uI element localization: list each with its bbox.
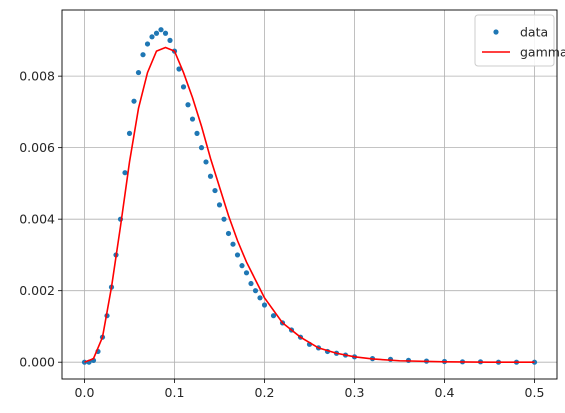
y-tick-label: 0.008: [19, 69, 55, 84]
plot-area: [81, 27, 538, 365]
data-point: [198, 145, 205, 151]
y-tick-label: 0.002: [19, 283, 55, 298]
data-point: [230, 241, 236, 247]
x-axis-ticks: 0.0 0.1 0.2 0.3 0.4 0.5: [75, 379, 545, 400]
data-point: [185, 102, 191, 108]
data-point: [149, 34, 155, 40]
data-point: [189, 116, 196, 122]
data-point: [126, 130, 133, 136]
legend-data-marker: [493, 29, 499, 35]
data-series-points: [81, 27, 538, 365]
data-point: [212, 187, 218, 194]
data-point: [216, 202, 223, 208]
x-tick-label: 0.3: [345, 385, 365, 400]
data-point: [176, 66, 182, 72]
y-tick-label: 0.006: [19, 140, 55, 155]
data-point: [194, 130, 200, 136]
data-point: [180, 84, 187, 90]
y-axis-ticks: 0.000 0.002 0.004 0.006 0.008: [19, 69, 62, 370]
gamma-fit-line: [84, 46, 535, 363]
data-point: [203, 159, 209, 165]
data-point: [144, 41, 151, 47]
legend: data gamma: [474, 14, 565, 67]
legend-data-label: data: [520, 25, 548, 40]
y-tick-label: 0.000: [19, 355, 55, 370]
data-point: [221, 216, 227, 222]
data-point: [239, 263, 245, 269]
data-point: [248, 280, 254, 287]
data-point: [140, 52, 146, 58]
x-tick-label: 0.0: [75, 385, 95, 400]
legend-gamma-label: gamma: [520, 45, 565, 60]
grid-lines: [62, 10, 557, 379]
data-point: [270, 313, 277, 319]
data-point: [261, 302, 268, 308]
data-point: [122, 170, 128, 176]
legend-box: [474, 14, 555, 67]
x-tick-label: 0.2: [255, 385, 275, 400]
axes-frame: [61, 9, 558, 380]
data-point: [158, 27, 164, 33]
data-point: [153, 30, 160, 36]
data-point: [234, 252, 241, 258]
data-point: [225, 230, 232, 237]
y-tick-label: 0.004: [19, 212, 55, 227]
data-point: [257, 295, 263, 301]
data-point: [167, 37, 173, 43]
data-point: [162, 30, 169, 36]
data-point: [135, 69, 142, 76]
data-point: [131, 98, 137, 104]
x-tick-label: 0.1: [165, 385, 185, 400]
data-point: [243, 270, 250, 276]
data-point: [252, 288, 259, 294]
x-tick-label: 0.4: [435, 385, 455, 400]
x-tick-label: 0.5: [525, 385, 545, 400]
data-point: [207, 173, 214, 179]
